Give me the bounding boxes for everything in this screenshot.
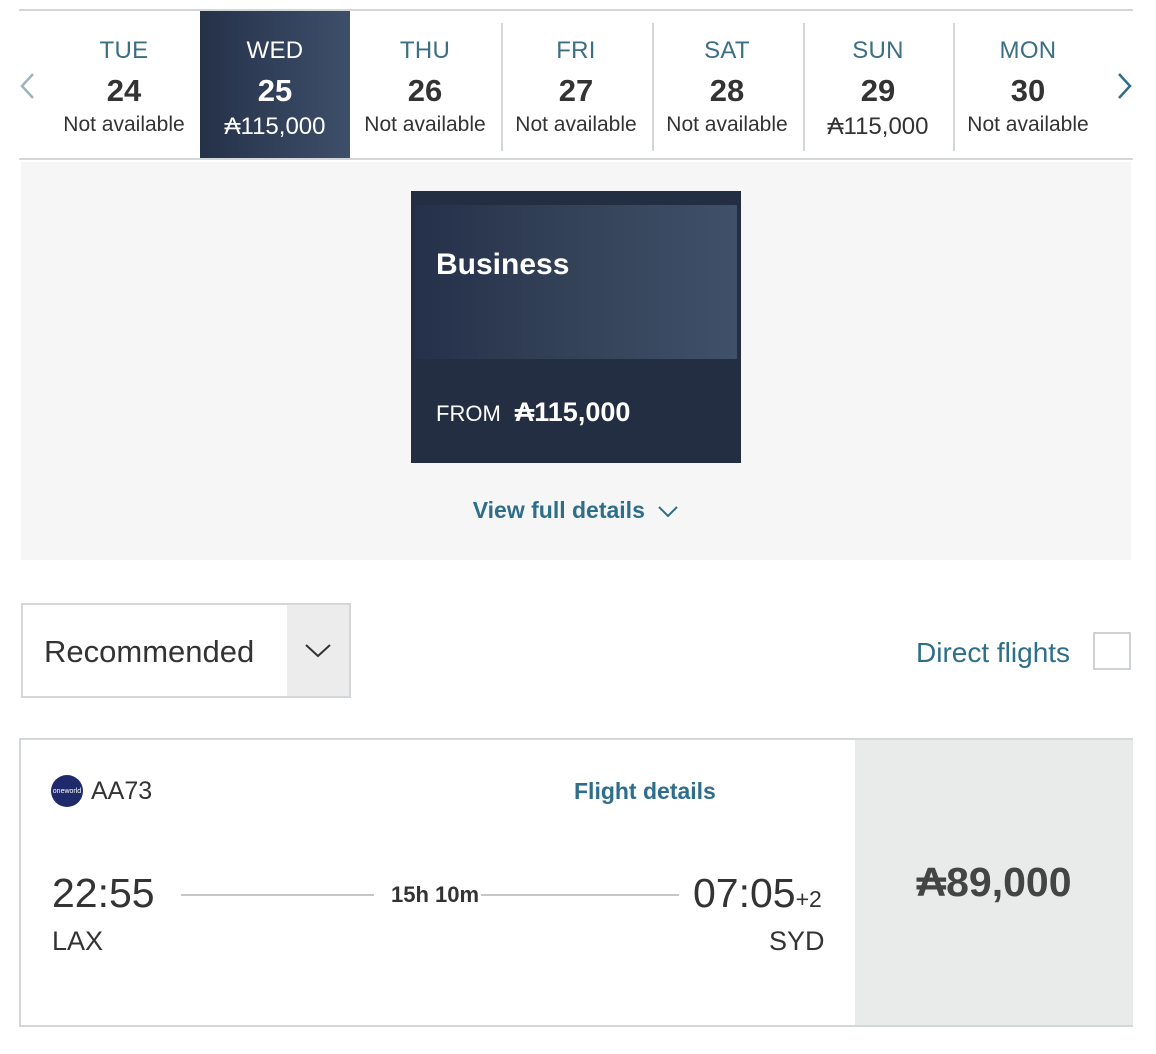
date-thu-26[interactable]: THU 26 Not available [350, 11, 500, 158]
day-price: Not available [666, 113, 788, 136]
day-price: Not available [515, 113, 637, 136]
from-label: FROM [436, 401, 501, 426]
sort-dropdown[interactable]: Recommended [21, 603, 351, 698]
day-of-week: THU [399, 37, 451, 64]
day-of-week: MON [999, 37, 1057, 64]
sort-dropdown-toggle[interactable] [287, 605, 349, 696]
divider [803, 23, 805, 151]
flight-result-card: oneworld AA73 Flight details 22:55 LAX 1… [19, 738, 1133, 1027]
day-of-week: SAT [704, 37, 750, 64]
cabin-class-title: Business [436, 248, 570, 281]
day-number: 25 [257, 73, 293, 108]
arrival-time-group: 07:05 +2 [693, 870, 822, 917]
day-number: 29 [860, 73, 896, 108]
date-mon-30[interactable]: MON 30 Not available [953, 11, 1103, 158]
date-selector: TUE 24 Not available WED 25 ₳115,000 THU… [19, 9, 1133, 160]
flight-number: AA73 [91, 777, 153, 805]
flight-details-link[interactable]: Flight details [574, 778, 716, 804]
divider [652, 23, 654, 151]
sort-selected-value: Recommended [44, 634, 255, 669]
day-number: 24 [106, 73, 142, 108]
day-of-week: FRI [556, 37, 596, 64]
from-value: ₳115,000 [514, 397, 631, 427]
date-sat-28[interactable]: SAT 28 Not available [652, 11, 802, 158]
day-price: Not available [967, 113, 1089, 136]
departure-time: 22:55 [52, 870, 155, 916]
departure-airport: LAX [52, 926, 104, 956]
view-full-details-link[interactable]: View full details [21, 497, 1131, 524]
date-sun-29[interactable]: SUN 29 ₳115,000 [803, 11, 953, 158]
date-tue-24[interactable]: TUE 24 Not available [49, 11, 199, 158]
direct-flights-checkbox[interactable] [1093, 632, 1131, 670]
day-of-week: TUE [99, 37, 149, 64]
day-number: 26 [407, 73, 443, 108]
fare-card-banner [415, 205, 737, 359]
arrival-airport: SYD [769, 926, 825, 956]
flight-duration: 15h 10m [391, 882, 480, 907]
chevron-left-icon [20, 73, 34, 99]
route-line [181, 894, 374, 896]
day-number: 28 [709, 73, 745, 108]
day-of-week: SUN [852, 37, 904, 64]
next-dates-button[interactable] [1109, 66, 1139, 106]
view-full-details-label: View full details [472, 497, 645, 523]
arrival-time: 07:05 [693, 870, 796, 916]
flight-price: ₳89,000 [916, 859, 1072, 905]
flight-price-button[interactable]: ₳89,000 [855, 740, 1133, 1025]
day-number: 27 [558, 73, 594, 108]
day-price: ₳115,000 [827, 113, 929, 140]
direct-flights-label[interactable]: Direct flights [916, 637, 1071, 668]
chevron-down-icon [658, 506, 678, 518]
date-fri-27[interactable]: FRI 27 Not available [501, 11, 651, 158]
day-price: Not available [364, 113, 486, 136]
arrival-day-offset: +2 [795, 886, 822, 912]
oneworld-logo: oneworld [51, 775, 83, 807]
previous-dates-button[interactable] [13, 66, 43, 106]
divider [953, 23, 955, 151]
divider [501, 23, 503, 151]
day-of-week: WED [246, 37, 304, 64]
chevron-right-icon [1118, 73, 1132, 99]
fare-card-business[interactable]: Business FROM ₳115,000 [411, 191, 741, 463]
day-price: ₳115,000 [224, 113, 326, 140]
day-price: Not available [63, 113, 185, 136]
day-number: 30 [1010, 73, 1046, 108]
fare-from-price: FROM ₳115,000 [436, 397, 630, 428]
fare-panel: Business FROM ₳115,000 View full details [21, 162, 1131, 560]
route-line [481, 894, 679, 896]
chevron-down-icon [305, 643, 331, 657]
date-wed-25[interactable]: WED 25 ₳115,000 [200, 11, 350, 158]
